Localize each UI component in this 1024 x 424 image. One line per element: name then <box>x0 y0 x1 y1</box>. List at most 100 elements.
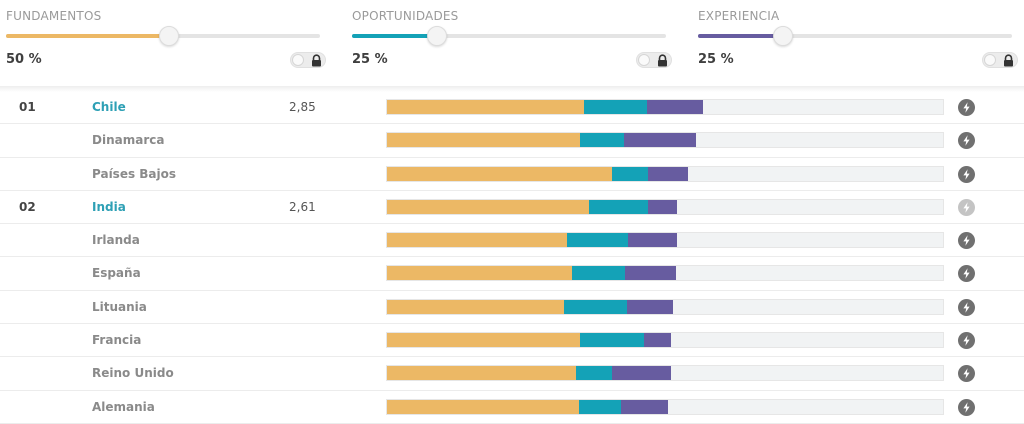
lightning-icon[interactable] <box>958 365 975 383</box>
slider-fill <box>352 34 437 38</box>
country-name[interactable]: Chile <box>92 100 126 114</box>
bar-segment-oportunidades <box>584 100 647 114</box>
country-name: Dinamarca <box>92 133 165 148</box>
lightning-icon[interactable] <box>958 165 975 183</box>
bar-segment-fundamentos <box>387 333 581 348</box>
bar-segment-fundamentos <box>387 133 580 148</box>
bar-segment-oportunidades <box>579 133 624 148</box>
bar-segment-fundamentos <box>387 166 613 181</box>
slider-handle[interactable] <box>426 26 447 46</box>
slider-track[interactable] <box>6 26 320 46</box>
table-row: 01 Chile 2,85 <box>0 91 1024 125</box>
country-name: Países Bajos <box>92 166 177 181</box>
stacked-score-bar <box>386 298 944 315</box>
table-row: Irlanda <box>0 224 1024 258</box>
lightning-icon[interactable] <box>958 99 975 116</box>
rank-number: 02 <box>19 199 36 214</box>
table-row: 02 India 2,61 <box>0 191 1024 225</box>
weight-controls: FUNDAMENTOS 50 % OPORTUNIDADES 25 % EXPE… <box>0 0 1024 86</box>
slider-title: OPORTUNIDADES <box>352 9 459 23</box>
stacked-score-bar <box>386 132 944 149</box>
stacked-score-bar <box>386 398 944 415</box>
slider-title: EXPERIENCIA <box>698 9 780 23</box>
slider-percent: 25 % <box>698 52 734 67</box>
lightning-icon[interactable] <box>958 298 975 316</box>
bar-segment-experiencia <box>628 233 677 248</box>
country-name[interactable]: India <box>92 199 126 214</box>
lock-toggle[interactable] <box>290 52 326 68</box>
bar-segment-oportunidades <box>580 333 645 348</box>
slider-track[interactable] <box>698 26 1012 46</box>
bar-segment-fundamentos <box>387 266 573 281</box>
bar-segment-fundamentos <box>387 299 564 314</box>
lock-icon <box>658 54 667 67</box>
lightning-icon[interactable] <box>958 332 975 350</box>
lightning-icon[interactable] <box>958 398 975 416</box>
table-row: Dinamarca <box>0 124 1024 158</box>
lightning-icon[interactable] <box>958 232 975 250</box>
bar-segment-experiencia <box>612 366 671 381</box>
bar-segment-fundamentos <box>387 199 590 214</box>
stacked-score-bar <box>386 332 944 349</box>
slider-track[interactable] <box>352 26 666 46</box>
slider-handle[interactable] <box>159 26 180 46</box>
slider-fill <box>6 34 170 38</box>
bar-segment-experiencia <box>623 133 696 148</box>
toggle-knob <box>638 54 650 66</box>
slider-oportunidades: OPORTUNIDADES 25 % <box>352 0 672 86</box>
country-name: Irlanda <box>92 233 140 248</box>
stacked-score-bar <box>386 232 944 249</box>
table-row: España <box>0 257 1024 291</box>
bar-segment-oportunidades <box>576 366 613 381</box>
lock-icon <box>1004 54 1013 67</box>
lightning-icon[interactable] <box>958 265 975 283</box>
bar-segment-oportunidades <box>578 399 621 414</box>
slider-fundamentos: FUNDAMENTOS 50 % <box>6 0 326 86</box>
bar-segment-oportunidades <box>566 233 629 248</box>
bar-segment-fundamentos <box>387 399 579 414</box>
country-name: España <box>92 266 141 281</box>
bar-segment-fundamentos <box>387 100 585 114</box>
bar-segment-experiencia <box>644 333 671 348</box>
score-value: 2,85 <box>289 100 316 114</box>
lightning-icon[interactable] <box>958 132 975 150</box>
slider-percent: 25 % <box>352 52 388 67</box>
table-row: Lituania <box>0 291 1024 325</box>
toggle-knob <box>292 54 304 66</box>
slider-fill <box>698 34 783 38</box>
lightning-icon[interactable] <box>958 198 975 216</box>
rank-number: 01 <box>19 100 36 114</box>
slider-handle[interactable] <box>772 26 793 46</box>
slider-percent: 50 % <box>6 52 42 67</box>
score-value: 2,61 <box>289 199 316 214</box>
bar-segment-experiencia <box>648 166 689 181</box>
table-row: Alemania <box>0 391 1024 424</box>
country-name: Alemania <box>92 399 155 414</box>
table-row: Reino Unido <box>0 357 1024 391</box>
table-row: Francia <box>0 324 1024 358</box>
country-name: Lituania <box>92 299 147 314</box>
bar-segment-experiencia <box>626 299 674 314</box>
stacked-score-bar <box>386 99 944 115</box>
country-name: Francia <box>92 333 142 348</box>
lock-toggle[interactable] <box>636 52 672 68</box>
stacked-score-bar <box>386 365 944 382</box>
lock-icon <box>312 54 321 67</box>
bar-segment-oportunidades <box>612 166 649 181</box>
header-divider <box>0 86 1024 92</box>
bar-segment-fundamentos <box>387 233 567 248</box>
stacked-score-bar <box>386 198 944 215</box>
table-row: Países Bajos <box>0 158 1024 191</box>
bar-segment-oportunidades <box>563 299 627 314</box>
bar-segment-experiencia <box>646 100 704 114</box>
lock-toggle[interactable] <box>982 52 1018 68</box>
slider-experiencia: EXPERIENCIA 25 % <box>698 0 1018 86</box>
bar-segment-oportunidades <box>572 266 625 281</box>
slider-title: FUNDAMENTOS <box>6 9 102 23</box>
stacked-score-bar <box>386 265 944 282</box>
bar-segment-fundamentos <box>387 366 577 381</box>
ranking-table: 01 Chile 2,85 Dinamarca Países Bajos 02 India 2… <box>0 91 1024 424</box>
bar-segment-experiencia <box>624 266 676 281</box>
country-name: Reino Unido <box>92 366 174 381</box>
bar-segment-oportunidades <box>589 199 649 214</box>
